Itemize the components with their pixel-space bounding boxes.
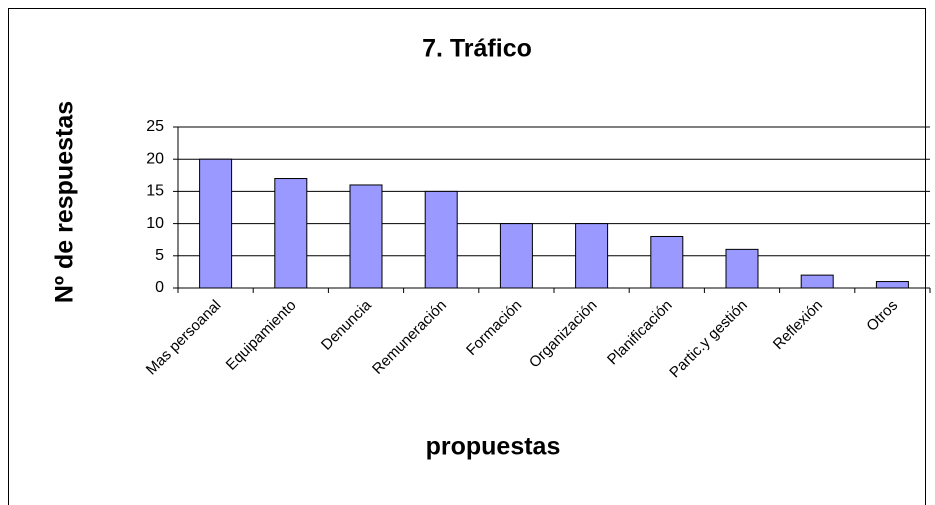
bar: [725, 248, 759, 289]
bar: [274, 178, 308, 289]
x-tick-label: Denuncia: [318, 296, 375, 353]
bar: [575, 223, 609, 289]
bar: [424, 190, 458, 289]
bar: [199, 158, 233, 289]
bar: [650, 235, 684, 289]
x-tick-label: Planificación: [604, 297, 676, 369]
chart-title: 7. Tráfico: [422, 35, 532, 63]
y-tick-label: 10: [146, 215, 164, 232]
x-axis-label: propuestas: [426, 433, 561, 461]
x-tick-label: Partic.y gestión: [666, 297, 751, 382]
x-tick-label: Organización: [526, 297, 601, 372]
y-tick-label: 0: [155, 279, 164, 296]
bar: [800, 274, 834, 289]
bar: [875, 281, 909, 289]
x-tick-label: Equipamiento: [223, 297, 300, 374]
x-tick-label: Otros: [863, 297, 901, 335]
y-tick-label: 5: [155, 247, 164, 264]
x-tick-label: Reflexión: [770, 297, 826, 353]
y-axis-label: Nº de respuestas: [51, 101, 79, 303]
y-tick-label: 15: [146, 183, 164, 200]
bar: [499, 223, 533, 289]
bar: [349, 184, 383, 289]
y-tick-label: 25: [146, 118, 164, 135]
y-tick-label: 20: [146, 150, 164, 167]
x-tick-label: Mas persoanal: [143, 297, 225, 379]
chart-frame: [8, 8, 926, 505]
x-tick-label: Remuneración: [369, 297, 450, 378]
x-tick-label: Formación: [463, 297, 525, 359]
